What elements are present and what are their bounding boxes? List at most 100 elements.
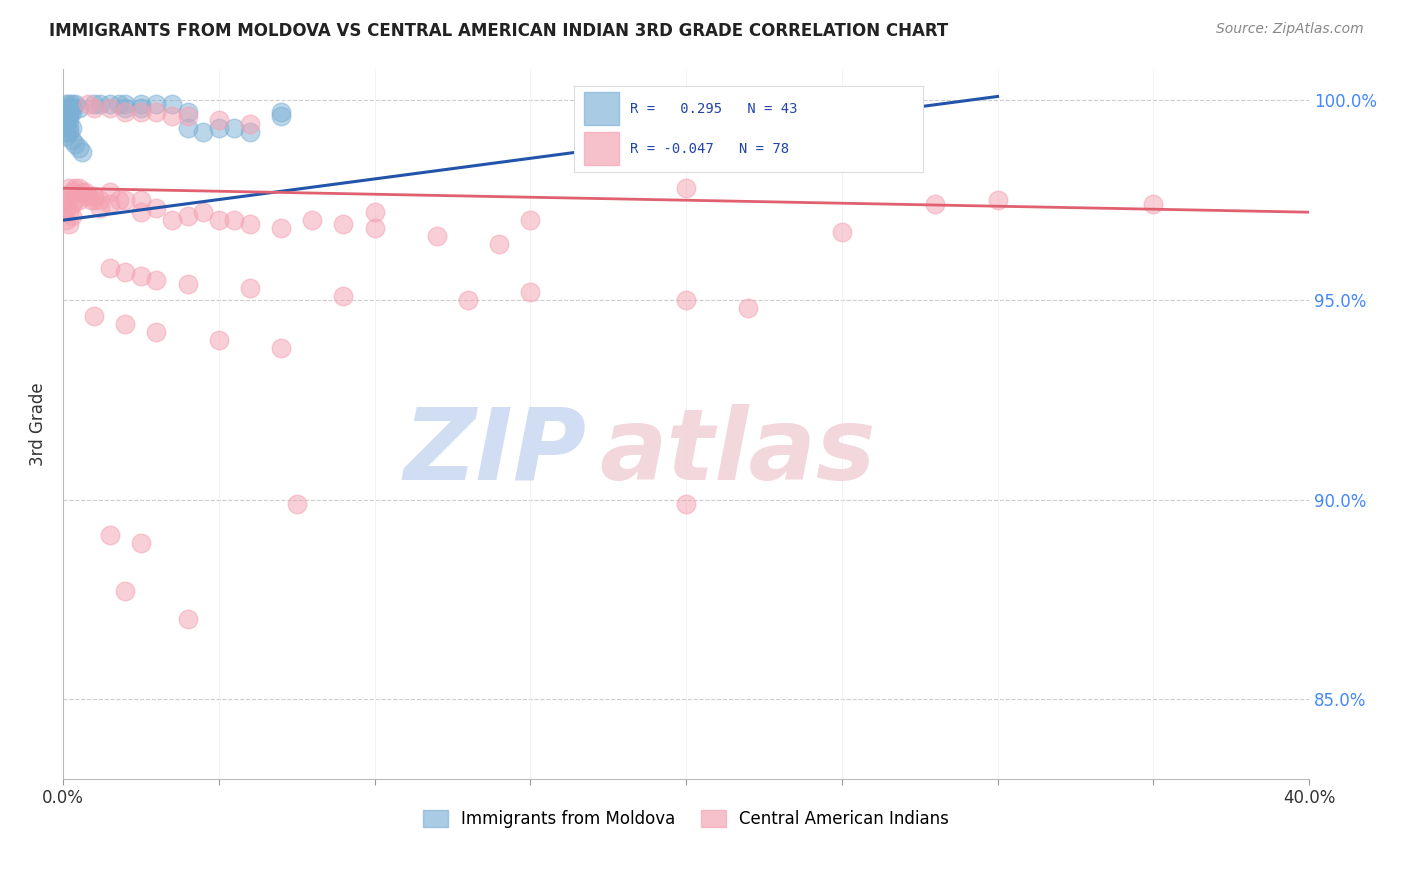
Point (114, 105, 136, 120)
Point (55, 125, 77, 139)
Point (519, 285, 541, 299)
Point (675, 293, 697, 307)
Point (224, 121, 246, 136)
Point (114, 584, 136, 599)
Point (145, 325, 167, 339)
Point (239, 117, 262, 131)
Text: ZIP: ZIP (404, 404, 586, 500)
Point (58, 125, 80, 139)
Point (987, 193, 1010, 207)
Point (58, 102, 80, 116)
Point (363, 221, 385, 235)
Point (176, 105, 198, 120)
Point (363, 205, 385, 219)
Point (208, 213, 231, 227)
Point (301, 213, 323, 227)
Point (89, 97, 111, 112)
Point (83, 97, 105, 112)
Legend: Immigrants from Moldova, Central American Indians: Immigrants from Moldova, Central America… (416, 803, 956, 835)
Point (60, 186, 83, 200)
Point (83, 189, 105, 203)
Point (58, 121, 80, 136)
Point (176, 110, 198, 124)
Point (98, 102, 121, 116)
Point (55, 110, 77, 124)
Point (332, 289, 354, 303)
Point (58, 97, 80, 112)
Point (129, 97, 152, 112)
Point (83, 193, 105, 207)
Point (129, 193, 152, 207)
Point (77, 97, 100, 112)
Point (114, 193, 136, 207)
Point (1142, 197, 1164, 211)
Point (160, 97, 183, 112)
Point (129, 105, 152, 120)
Point (114, 97, 136, 112)
Point (65, 137, 87, 152)
Point (70, 186, 93, 200)
Point (80, 193, 103, 207)
Point (65, 97, 87, 112)
Point (60, 102, 83, 116)
Point (270, 341, 292, 355)
Point (613, 97, 636, 112)
Point (737, 301, 759, 315)
Point (176, 612, 198, 626)
Point (426, 229, 449, 244)
Point (60, 121, 83, 136)
Point (89, 201, 111, 215)
Point (73, 186, 96, 200)
Point (60, 209, 83, 223)
Point (67, 102, 90, 116)
Point (239, 125, 262, 139)
Point (193, 205, 215, 219)
Point (145, 201, 167, 215)
Point (58, 113, 80, 128)
Point (65, 193, 87, 207)
Point (114, 317, 136, 331)
Point (98, 528, 121, 542)
Point (145, 97, 167, 112)
Point (58, 217, 80, 231)
Point (924, 197, 946, 211)
Point (270, 110, 292, 124)
Point (270, 221, 292, 235)
Point (58, 110, 80, 124)
Point (239, 217, 262, 231)
Point (129, 205, 152, 219)
Text: atlas: atlas (599, 404, 876, 500)
Point (55, 97, 77, 112)
Point (55, 193, 77, 207)
Point (208, 333, 231, 347)
Point (675, 181, 697, 195)
Point (675, 497, 697, 511)
Point (58, 193, 80, 207)
Point (65, 181, 87, 195)
Point (60, 133, 83, 147)
Point (60, 197, 83, 211)
Point (145, 105, 167, 120)
Point (457, 293, 479, 307)
Point (332, 217, 354, 231)
Point (98, 97, 121, 112)
Point (224, 213, 246, 227)
Point (89, 193, 111, 207)
Point (58, 181, 80, 195)
Point (83, 309, 105, 323)
Point (114, 102, 136, 116)
Point (285, 497, 308, 511)
Point (488, 237, 510, 252)
Point (98, 261, 121, 276)
Point (60, 105, 83, 120)
Point (67, 141, 90, 155)
Point (239, 281, 262, 295)
Point (208, 121, 231, 136)
Y-axis label: 3rd Grade: 3rd Grade (30, 382, 46, 466)
Point (145, 273, 167, 287)
Point (270, 105, 292, 120)
Point (519, 213, 541, 227)
Point (160, 213, 183, 227)
Point (55, 201, 77, 215)
Point (176, 277, 198, 291)
